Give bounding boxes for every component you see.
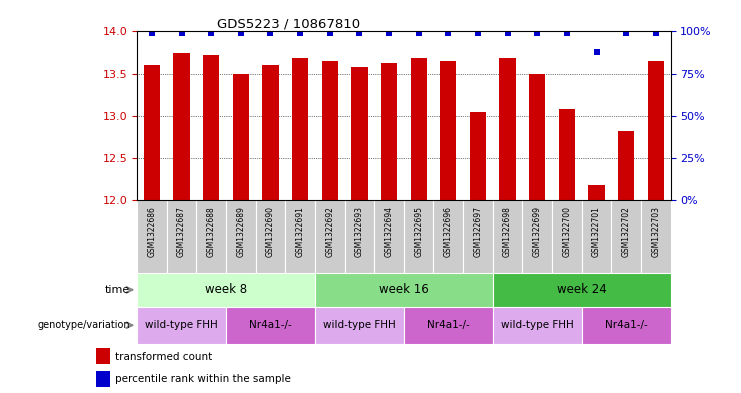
Text: Nr4a1-/-: Nr4a1-/- <box>249 320 292 330</box>
Point <box>561 30 573 36</box>
Text: GSM1322696: GSM1322696 <box>444 206 453 257</box>
Text: week 16: week 16 <box>379 283 429 296</box>
Text: Nr4a1-/-: Nr4a1-/- <box>605 320 648 330</box>
Bar <box>233 73 249 200</box>
Text: GSM1322686: GSM1322686 <box>147 206 156 257</box>
Bar <box>315 307 404 344</box>
Text: GSM1322695: GSM1322695 <box>414 206 423 257</box>
Text: wild-type FHH: wild-type FHH <box>323 320 396 330</box>
Point <box>383 30 395 36</box>
Bar <box>641 200 671 273</box>
Bar <box>440 61 456 200</box>
Point <box>265 30 276 36</box>
Text: GSM1322692: GSM1322692 <box>325 206 334 257</box>
Bar <box>351 67 368 200</box>
Bar <box>173 53 190 200</box>
Text: GSM1322703: GSM1322703 <box>651 206 660 257</box>
Text: GSM1322694: GSM1322694 <box>385 206 393 257</box>
Bar <box>226 200 256 273</box>
Bar <box>374 200 404 273</box>
Bar <box>345 200 374 273</box>
Bar <box>96 348 110 364</box>
Bar <box>433 200 463 273</box>
Text: GSM1322697: GSM1322697 <box>473 206 482 257</box>
Bar <box>463 200 493 273</box>
Text: GSM1322698: GSM1322698 <box>503 206 512 257</box>
Point <box>472 30 484 36</box>
Bar <box>522 200 552 273</box>
Bar <box>285 200 315 273</box>
Point <box>235 30 247 36</box>
Text: GSM1322690: GSM1322690 <box>266 206 275 257</box>
Text: Nr4a1-/-: Nr4a1-/- <box>427 320 470 330</box>
Bar <box>315 273 493 307</box>
Bar <box>404 307 493 344</box>
Text: genotype/variation: genotype/variation <box>37 320 130 330</box>
Text: transformed count: transformed count <box>115 351 212 362</box>
Bar <box>144 65 160 200</box>
Point <box>620 30 632 36</box>
Bar <box>137 307 226 344</box>
Bar <box>493 200 522 273</box>
Bar <box>167 200 196 273</box>
Point <box>294 30 306 36</box>
Bar <box>611 200 641 273</box>
Bar <box>137 273 315 307</box>
Text: GSM1322688: GSM1322688 <box>207 206 216 257</box>
Text: GSM1322701: GSM1322701 <box>592 206 601 257</box>
Point <box>442 30 454 36</box>
Bar <box>588 185 605 200</box>
Point <box>353 30 365 36</box>
Bar <box>559 109 575 200</box>
Text: week 8: week 8 <box>205 283 247 296</box>
Bar <box>96 371 110 387</box>
Point <box>176 30 187 36</box>
Bar <box>256 200 285 273</box>
Bar <box>493 273 671 307</box>
Bar <box>582 307 671 344</box>
Bar <box>315 200 345 273</box>
Bar <box>411 59 427 200</box>
Text: GSM1322700: GSM1322700 <box>562 206 571 257</box>
Bar <box>322 61 338 200</box>
Point <box>205 30 217 36</box>
Text: GSM1322689: GSM1322689 <box>236 206 245 257</box>
Bar <box>529 73 545 200</box>
Bar <box>552 200 582 273</box>
Bar <box>618 131 634 200</box>
Bar <box>203 55 219 200</box>
Point <box>650 30 662 36</box>
Bar <box>226 307 315 344</box>
Bar <box>499 59 516 200</box>
Text: percentile rank within the sample: percentile rank within the sample <box>115 374 290 384</box>
Bar <box>137 200 167 273</box>
Point <box>324 30 336 36</box>
Text: wild-type FHH: wild-type FHH <box>501 320 574 330</box>
Point <box>502 30 514 36</box>
Text: time: time <box>104 285 130 295</box>
Text: GDS5223 / 10867810: GDS5223 / 10867810 <box>217 17 360 30</box>
Text: wild-type FHH: wild-type FHH <box>145 320 218 330</box>
Bar <box>470 112 486 200</box>
Bar <box>582 200 611 273</box>
Bar <box>381 63 397 200</box>
Text: GSM1322693: GSM1322693 <box>355 206 364 257</box>
Point <box>591 49 602 55</box>
Bar <box>292 59 308 200</box>
Bar <box>262 65 279 200</box>
Text: week 24: week 24 <box>556 283 607 296</box>
Bar <box>648 61 664 200</box>
Point <box>531 30 543 36</box>
Bar <box>196 200 226 273</box>
Text: GSM1322702: GSM1322702 <box>622 206 631 257</box>
Text: GSM1322691: GSM1322691 <box>296 206 305 257</box>
Point <box>413 30 425 36</box>
Bar <box>404 200 433 273</box>
Bar <box>493 307 582 344</box>
Point <box>146 30 158 36</box>
Text: GSM1322699: GSM1322699 <box>533 206 542 257</box>
Text: GSM1322687: GSM1322687 <box>177 206 186 257</box>
